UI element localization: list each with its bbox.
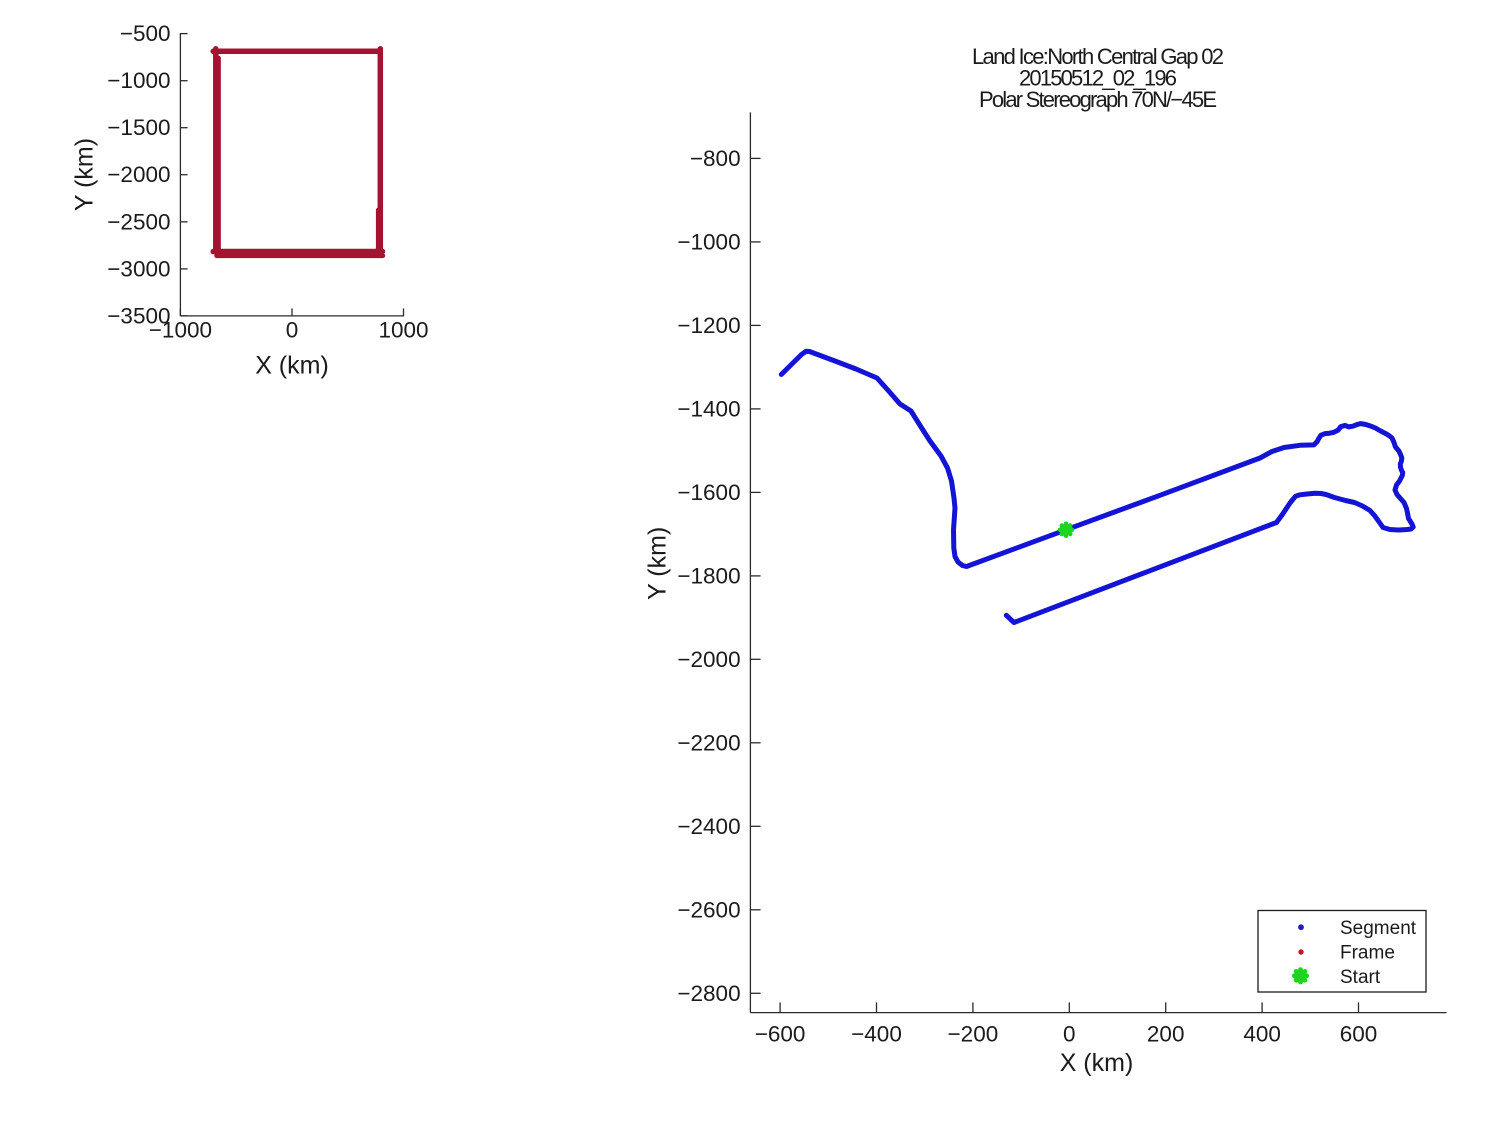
svg-text:Start: Start [1340, 967, 1381, 988]
svg-text:−2600: −2600 [677, 897, 740, 922]
svg-text:−1400: −1400 [677, 397, 740, 422]
svg-text:−800: −800 [690, 146, 741, 171]
svg-text:0: 0 [1063, 1022, 1076, 1047]
svg-text:−2400: −2400 [677, 814, 740, 839]
svg-text:X (km): X (km) [1060, 1049, 1134, 1077]
svg-text:−1600: −1600 [677, 480, 740, 505]
svg-text:−2200: −2200 [677, 730, 740, 755]
svg-text:200: 200 [1147, 1022, 1185, 1047]
svg-text:−600: −600 [755, 1022, 806, 1047]
svg-text:−500: −500 [120, 21, 171, 46]
svg-text:20150512_02_196: 20150512_02_196 [1019, 66, 1177, 91]
svg-text:−2800: −2800 [677, 981, 740, 1006]
svg-text:−3000: −3000 [107, 256, 170, 281]
svg-text:−2500: −2500 [107, 209, 170, 234]
svg-text:−2000: −2000 [107, 162, 170, 187]
svg-text:−200: −200 [948, 1022, 999, 1047]
svg-text:−1000: −1000 [677, 230, 740, 255]
svg-text:Segment: Segment [1340, 918, 1417, 939]
svg-text:Polar Stereograph 70N/−45E: Polar Stereograph 70N/−45E [979, 87, 1217, 112]
svg-text:600: 600 [1340, 1022, 1378, 1047]
svg-text:Land Ice:North Central Gap 02: Land Ice:North Central Gap 02 [972, 44, 1224, 69]
svg-text:X (km): X (km) [255, 352, 329, 380]
svg-text:0: 0 [286, 317, 299, 342]
svg-text:−3500: −3500 [107, 303, 170, 328]
svg-text:−1000: −1000 [107, 68, 170, 93]
svg-text:−2000: −2000 [677, 647, 740, 672]
svg-text:−1000: −1000 [149, 317, 212, 342]
svg-text:Frame: Frame [1340, 943, 1395, 964]
svg-text:−1800: −1800 [677, 564, 740, 589]
svg-text:1000: 1000 [378, 317, 428, 342]
svg-text:−1500: −1500 [107, 115, 170, 140]
svg-text:400: 400 [1243, 1022, 1281, 1047]
svg-text:Y (km): Y (km) [644, 527, 672, 600]
svg-text:−1200: −1200 [677, 313, 740, 338]
svg-text:−400: −400 [851, 1022, 902, 1047]
svg-text:Y (km): Y (km) [71, 138, 99, 211]
